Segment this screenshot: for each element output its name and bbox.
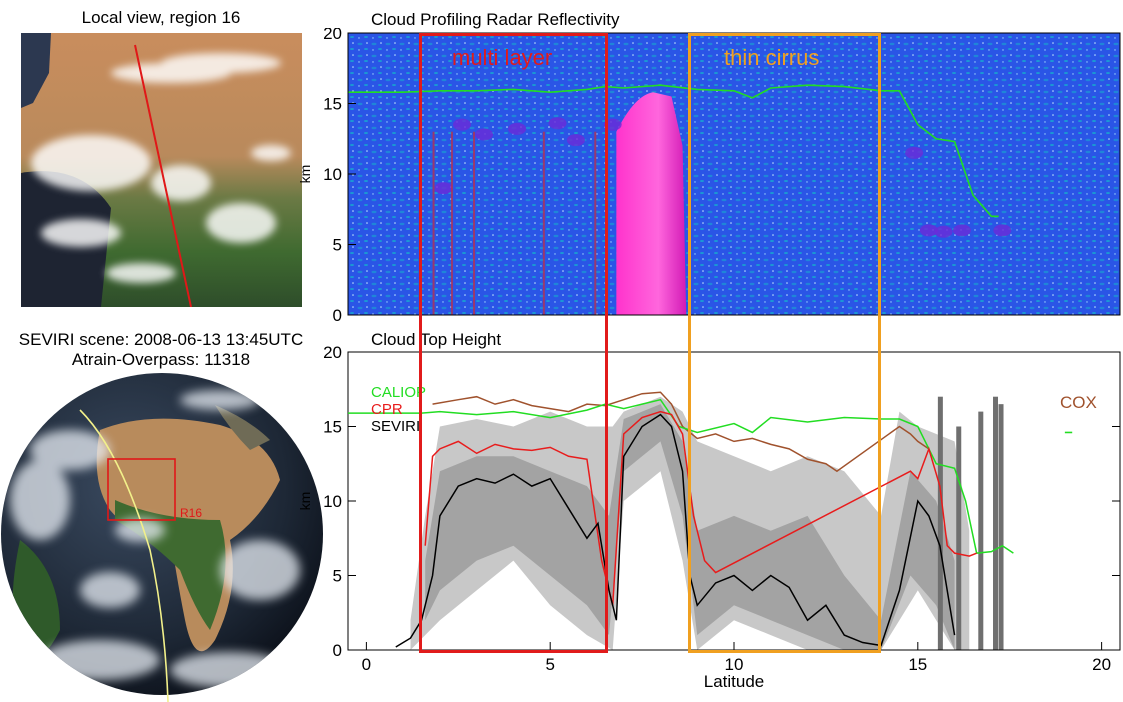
seviri-scene-label: SEVIRI scene: 2008-06-13 13:45UTC — [18, 330, 304, 349]
seviri-spike — [998, 404, 1004, 650]
local-view-satellite-image — [21, 33, 302, 307]
radar-echo — [952, 224, 971, 237]
seviri-spike — [978, 411, 984, 650]
multi-layer-box — [419, 33, 608, 653]
convective-cloud-region — [616, 92, 687, 315]
overpass-track-line — [134, 44, 192, 307]
radar-echo-column — [432, 131, 435, 315]
radar-echo — [434, 182, 453, 195]
radar-echo — [548, 117, 567, 130]
radar-echo — [919, 224, 938, 237]
globe-image: R16 — [1, 373, 323, 702]
chart-legend: CALIOP CPR SEVIRI — [371, 384, 426, 435]
radar-echo — [566, 134, 585, 147]
series-cox-line — [432, 391, 930, 473]
radar-echo-column — [542, 131, 545, 315]
radar-background — [348, 33, 1120, 315]
radar-echo — [452, 118, 471, 131]
cth-y-tick-label: 0 — [333, 641, 342, 660]
cth-y-axis-label: km — [300, 492, 313, 511]
region-box — [107, 458, 176, 521]
cth-x-tick-label: 20 — [1092, 655, 1111, 674]
seviri-spike — [993, 396, 999, 650]
legend-caliop: CALIOP — [371, 384, 427, 401]
cth-chart-title: Cloud Top Height — [371, 330, 502, 349]
cth-x-tick-label: 15 — [908, 655, 927, 674]
radar-chart-title: Cloud Profiling Radar Reflectivity — [371, 10, 620, 29]
radar-y-tick-label: 20 — [323, 28, 342, 43]
radar-echo — [475, 128, 494, 141]
radar-echo — [603, 118, 622, 131]
radar-echo-column — [472, 131, 475, 315]
radar-echo-column — [594, 131, 597, 315]
radar-echo — [993, 224, 1012, 237]
track-curve — [79, 409, 169, 702]
legend-cpr: CPR — [371, 401, 403, 418]
radar-y-tick-label: 10 — [323, 165, 342, 184]
cth-x-tick-label: 10 — [725, 655, 744, 674]
radar-y-tick-label: 0 — [333, 306, 342, 325]
cth-x-tick-label: 5 — [545, 655, 554, 674]
radar-caliop-line — [348, 84, 999, 218]
multi-layer-label: multi layer — [452, 45, 553, 70]
legend-seviri: SEVIRI — [371, 418, 421, 435]
cth-y-tick-label: 20 — [323, 343, 342, 362]
local-view-title: Local view, region 16 — [81, 8, 241, 27]
series-caliop-line — [348, 398, 1014, 554]
seviri-spike — [956, 426, 962, 650]
cth-y-tick-label: 5 — [333, 567, 342, 586]
cth-y-tick-label: 15 — [323, 418, 342, 437]
series-cpr-line — [424, 410, 977, 606]
thin-cirrus-box — [688, 33, 881, 653]
cth-y-tick-label: 10 — [323, 492, 342, 511]
radar-echo — [905, 146, 924, 159]
radar-echo — [508, 122, 527, 135]
seviri-spike — [937, 396, 943, 650]
cox-label: COX — [1060, 393, 1097, 412]
radar-y-axis-label: km — [300, 165, 313, 184]
overpass-label: Atrain-Overpass: 11318 — [71, 350, 251, 369]
cth-x-tick-label: 0 — [362, 655, 371, 674]
radar-y-tick-label: 5 — [333, 236, 342, 255]
series-seviri-line — [395, 413, 956, 648]
radar-echo-column — [450, 131, 453, 315]
radar-echo — [934, 225, 953, 238]
thin-cirrus-label: thin cirrus — [724, 45, 820, 70]
radar-chart: 0 5 10 15 20 km — [300, 28, 1121, 325]
region-label: R16 — [180, 506, 202, 520]
radar-y-tick-label: 15 — [323, 95, 342, 114]
cth-x-axis-label: Latitude — [704, 672, 765, 691]
